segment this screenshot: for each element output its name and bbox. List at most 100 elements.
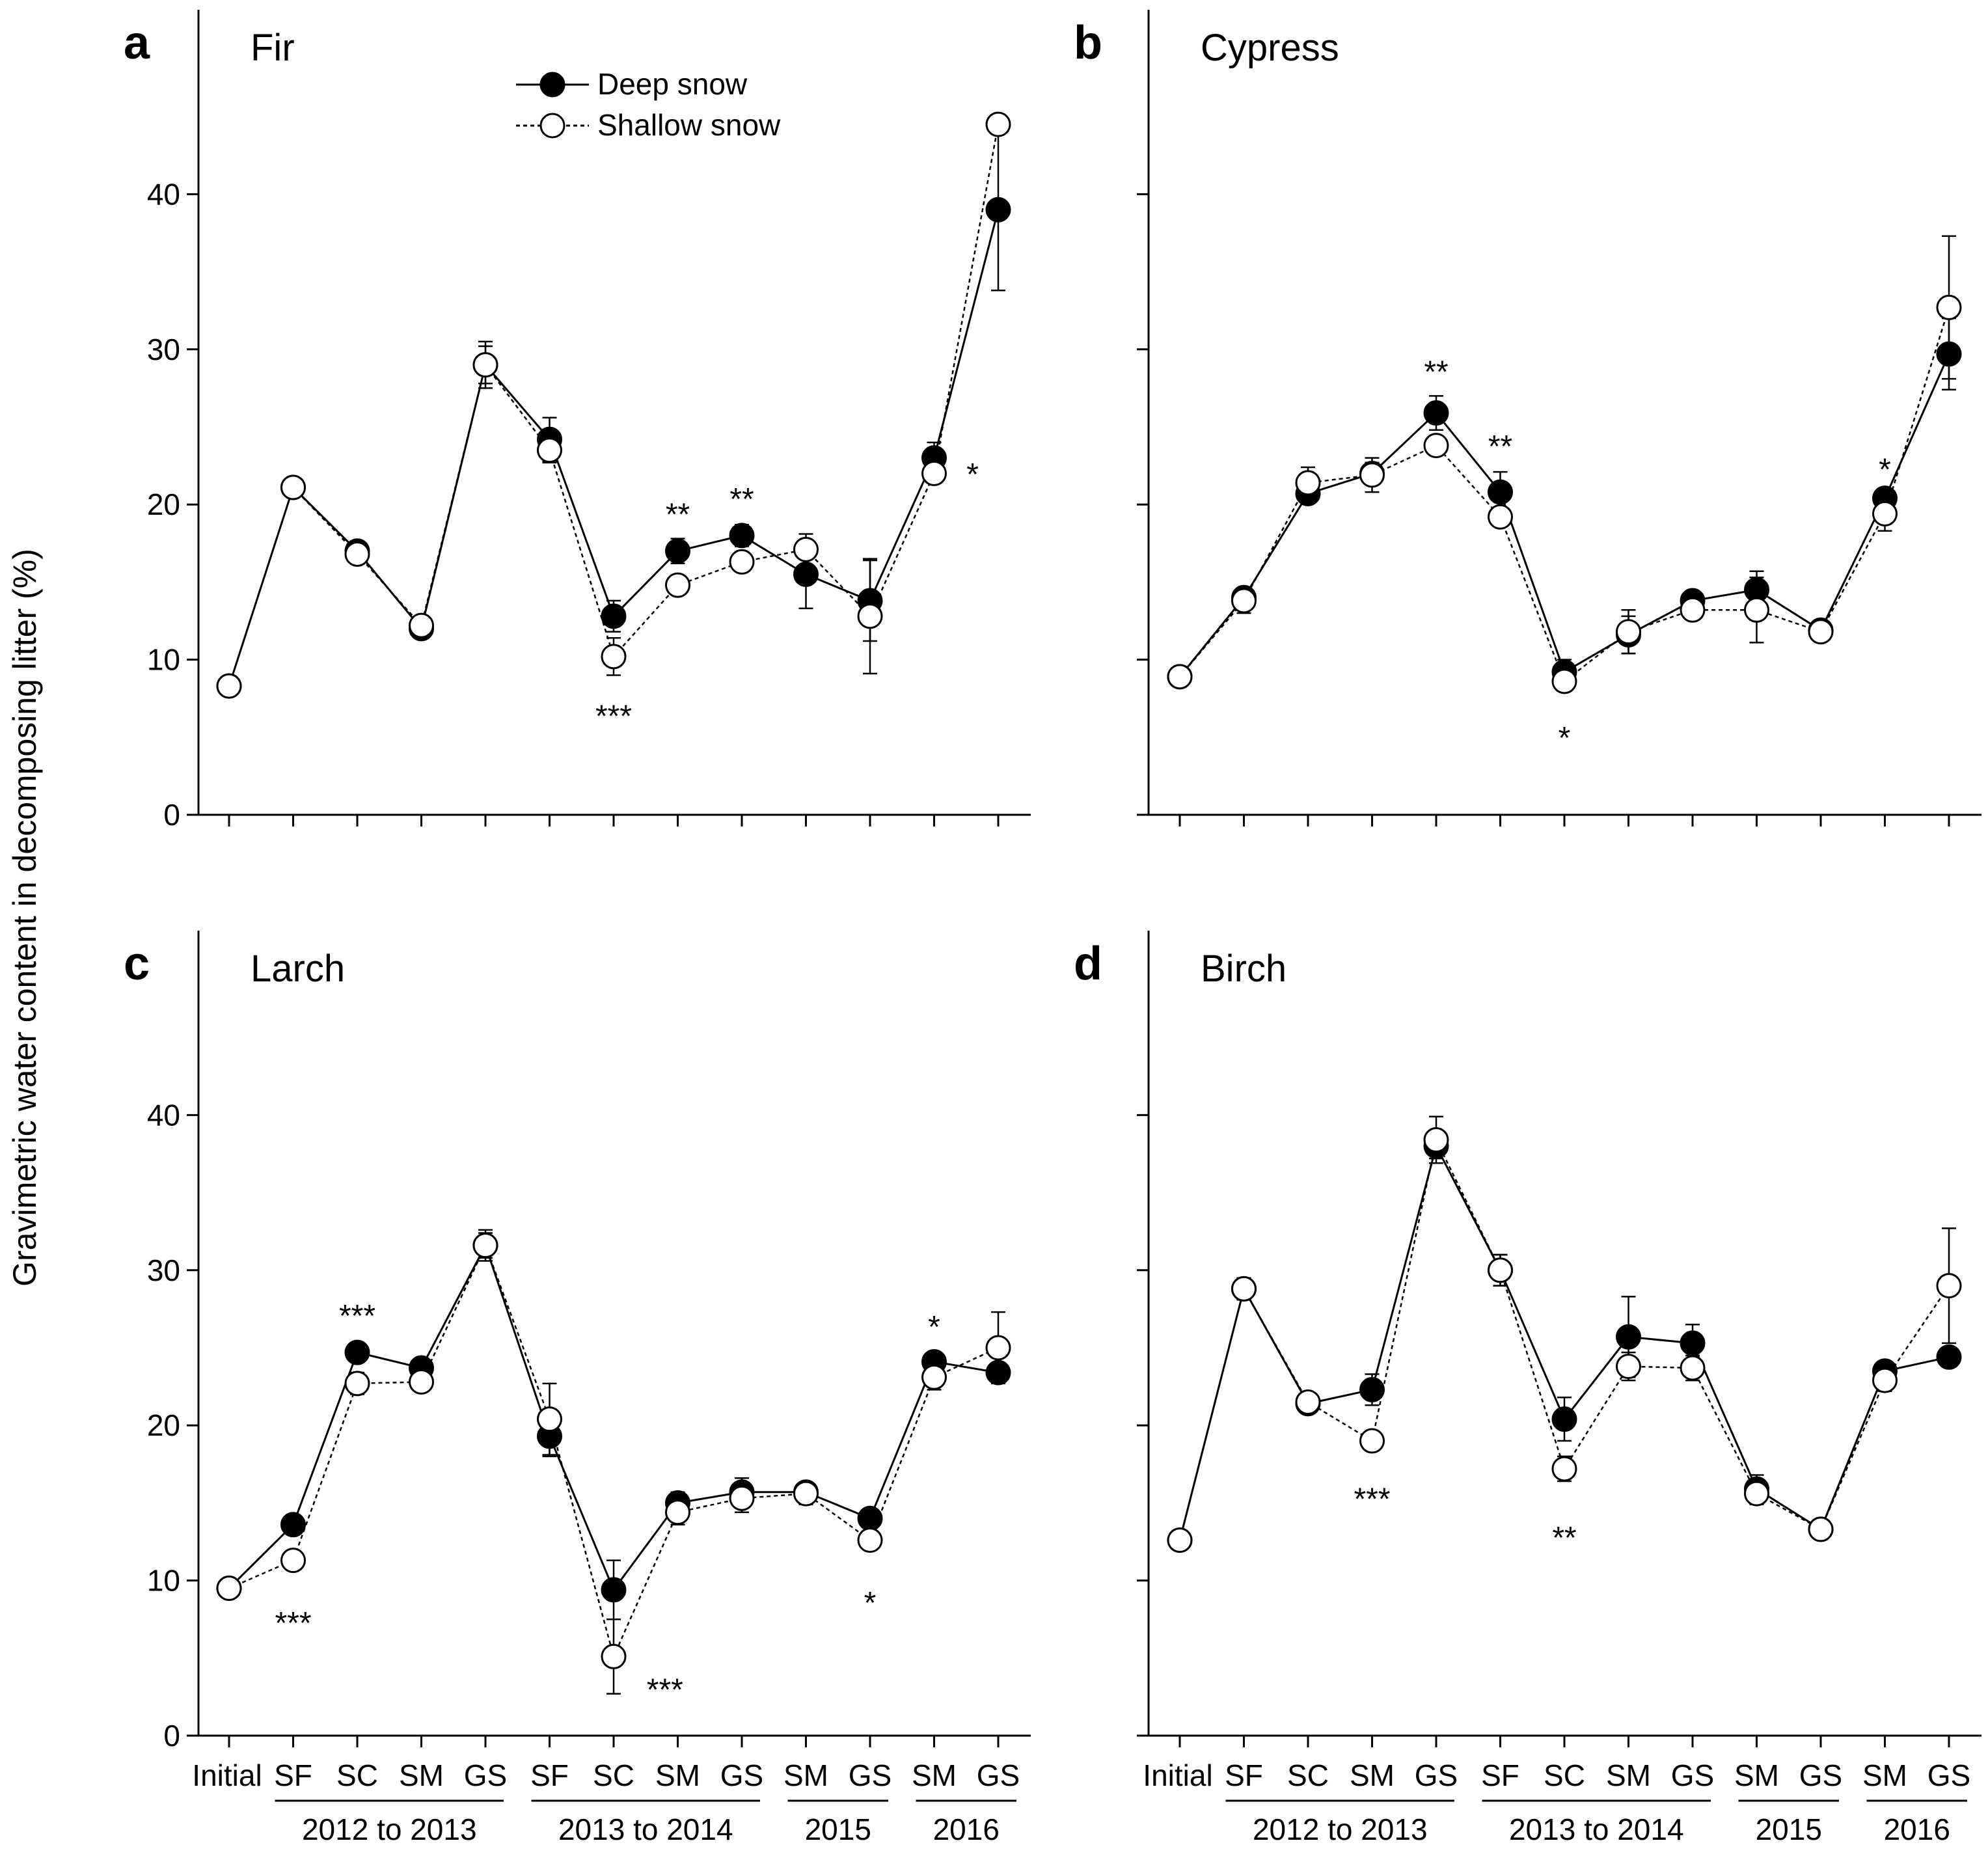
shallow-snow-point xyxy=(537,1406,562,1432)
y-tick-label: 20 xyxy=(147,487,180,521)
group-label: 2016 xyxy=(933,1812,1000,1846)
x-tick-label: Initial xyxy=(1143,1758,1212,1792)
deep-snow-point xyxy=(601,1577,627,1603)
shallow-snow-point xyxy=(1808,619,1834,645)
group-label: 2013 to 2014 xyxy=(558,1812,733,1846)
shallow-snow-point xyxy=(857,603,883,629)
significance-marker: ** xyxy=(1552,1521,1576,1555)
x-tick-label: SF xyxy=(1225,1758,1263,1792)
significance-marker: ** xyxy=(1488,430,1512,464)
x-tick-label: GS xyxy=(1415,1758,1458,1792)
shallow-snow-point xyxy=(665,572,690,598)
significance-marker: *** xyxy=(339,1299,375,1333)
x-tick-label: SC xyxy=(1544,1758,1585,1792)
shallow-snow-point xyxy=(1167,1527,1193,1553)
panel-title: Fir xyxy=(251,27,295,69)
shallow-snow-point xyxy=(344,1371,370,1397)
shallow-snow-point xyxy=(921,461,947,487)
deep-snow-point xyxy=(729,523,755,549)
x-tick-label: GS xyxy=(1799,1758,1842,1792)
y-tick-label: 30 xyxy=(147,1253,180,1287)
x-tick-label: Initial xyxy=(192,1758,262,1792)
shallow-snow-point xyxy=(1423,1127,1449,1153)
shallow-snow-point xyxy=(1936,294,1962,320)
shallow-snow-point xyxy=(985,1335,1011,1361)
shallow-snow-point xyxy=(665,1499,690,1525)
y-tick-label: 0 xyxy=(163,798,180,832)
deep-snow-point xyxy=(601,603,627,629)
shallow-snow-point xyxy=(216,1576,242,1602)
shallow-snow-point xyxy=(1359,462,1385,488)
deep-snow-point xyxy=(793,561,819,587)
shallow-snow-point xyxy=(985,111,1011,137)
shallow-snow-point xyxy=(1551,668,1577,694)
shallow-snow-point xyxy=(1231,588,1257,614)
shallow-snow-point xyxy=(280,474,306,500)
y-tick-label: 20 xyxy=(147,1408,180,1442)
deep-snow-point xyxy=(1359,1376,1385,1402)
legend-deep-label: Deep snow xyxy=(597,67,748,101)
group-label: 2013 to 2014 xyxy=(1509,1812,1684,1846)
x-tick-label: GS xyxy=(464,1758,507,1792)
y-tick-label: 30 xyxy=(147,333,180,366)
deep-snow-point xyxy=(1936,341,1962,367)
shallow-snow-point xyxy=(601,644,627,670)
significance-marker: *** xyxy=(647,1673,683,1708)
panel-letter: a xyxy=(124,17,150,69)
significance-marker: * xyxy=(1559,721,1571,756)
shallow-snow-point xyxy=(1744,1481,1769,1507)
x-tick-label: SM xyxy=(1734,1758,1779,1792)
significance-marker: ** xyxy=(1424,355,1448,389)
shallow-snow-point xyxy=(409,612,434,638)
x-tick-label: SM xyxy=(912,1758,957,1792)
significance-marker: *** xyxy=(1354,1482,1390,1516)
shallow-snow-point xyxy=(1872,501,1898,527)
panel-title: Larch xyxy=(251,948,345,990)
deep-snow-point xyxy=(280,1512,306,1538)
deep-snow-point xyxy=(985,197,1011,223)
shallow-snow-point xyxy=(344,541,370,567)
shallow-snow-point xyxy=(1551,1456,1577,1482)
significance-marker: ** xyxy=(729,482,754,517)
y-tick-label: 10 xyxy=(147,643,180,677)
panel-title: Birch xyxy=(1201,948,1287,990)
shallow-snow-point xyxy=(409,1369,434,1395)
y-tick-label: 0 xyxy=(163,1719,180,1753)
legend-shallow-label: Shallow snow xyxy=(597,108,781,142)
x-tick-label: SC xyxy=(1287,1758,1329,1792)
shallow-snow-point xyxy=(1872,1367,1898,1393)
shallow-snow-point xyxy=(472,352,498,378)
panel-d: Initial SF SC SM GS SF SC SM GS SM GS SM GS 2012 to 2… xyxy=(1074,931,1981,1846)
shallow-snow-point xyxy=(1167,664,1193,690)
shallow-snow-point xyxy=(1488,1257,1513,1283)
significance-marker: * xyxy=(864,1586,877,1620)
shallow-snow-point xyxy=(1616,1354,1641,1380)
deep-snow-point xyxy=(857,1505,883,1531)
panel-letter: c xyxy=(124,938,150,990)
deep-snow-point xyxy=(1488,479,1513,505)
x-tick-label: SF xyxy=(530,1758,569,1792)
x-tick-label: SC xyxy=(593,1758,634,1792)
deep-snow-point xyxy=(985,1359,1011,1386)
x-tick-label: GS xyxy=(977,1758,1020,1792)
panel-letter: d xyxy=(1074,938,1102,990)
shallow-snow-point xyxy=(729,549,755,575)
shallow-snow-point xyxy=(1744,597,1769,623)
group-label: 2015 xyxy=(805,1812,871,1846)
shallow-snow-point xyxy=(601,1643,627,1669)
deep-snow-point xyxy=(665,538,690,564)
legend-deep-marker xyxy=(539,72,565,98)
x-tick-label: SM xyxy=(1606,1758,1651,1792)
panel-title: Cypress xyxy=(1201,27,1339,69)
group-label: 2015 xyxy=(1756,1812,1822,1846)
shallow-snow-point xyxy=(1808,1516,1834,1542)
deep-snow-point xyxy=(1680,1330,1706,1356)
shallow-snow-point xyxy=(793,536,819,562)
x-tick-label: SM xyxy=(655,1758,700,1792)
shallow-snow-point xyxy=(1680,1355,1706,1381)
significance-marker: * xyxy=(966,458,979,492)
shallow-snow-point xyxy=(1680,597,1706,623)
